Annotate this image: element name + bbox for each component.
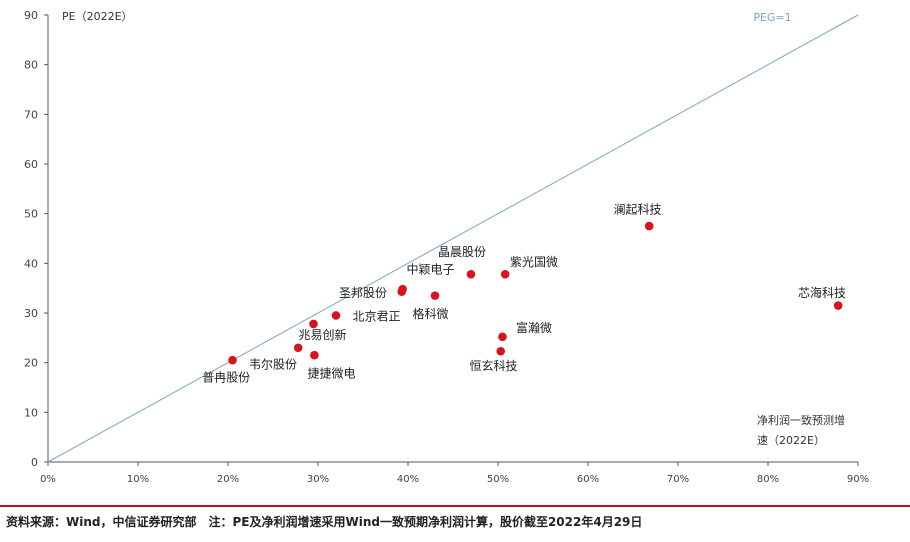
x-tick-label: 80% bbox=[757, 474, 779, 485]
y-tick-label: 10 bbox=[24, 406, 38, 419]
footer-divider bbox=[0, 505, 910, 507]
x-tick-label: 70% bbox=[667, 474, 689, 485]
point-label: 晶晨股份 bbox=[438, 245, 486, 259]
data-point bbox=[498, 332, 507, 342]
data-point bbox=[228, 355, 237, 365]
point-label: 圣邦股份 bbox=[339, 286, 387, 300]
y-tick-label: 90 bbox=[24, 9, 38, 22]
point-label: 富瀚微 bbox=[516, 320, 552, 335]
peg-reference-line bbox=[47, 14, 859, 463]
data-point bbox=[466, 269, 476, 279]
x-axis-title-line1: 净利润一致预测增 bbox=[757, 413, 845, 427]
data-point bbox=[293, 343, 303, 353]
data-point bbox=[496, 346, 506, 356]
y-tick-label: 0 bbox=[31, 456, 38, 469]
data-point bbox=[500, 269, 510, 279]
point-label: 紫光国微 bbox=[510, 255, 558, 269]
y-tick-label: 30 bbox=[24, 307, 38, 320]
point-label: 兆易创新 bbox=[298, 327, 346, 342]
x-tick-label: 20% bbox=[217, 474, 239, 485]
data-point bbox=[397, 287, 407, 296]
x-axis-title-line2: 速（2022E） bbox=[757, 434, 825, 447]
point-label: 澜起科技 bbox=[613, 203, 661, 217]
scatter-chart: 0 10 20 30 40 50 60 70 80 90 0% 10% 20% 30% 40% 50% 60% 7… bbox=[24, 9, 869, 485]
point-label: 中颖电子 bbox=[406, 261, 454, 276]
data-point bbox=[310, 350, 319, 360]
y-tick-label: 50 bbox=[24, 208, 38, 221]
point-label: 芯海科技 bbox=[798, 285, 846, 300]
point-label: 普冉股份 bbox=[202, 371, 250, 385]
x-tick-label: 40% bbox=[397, 474, 419, 485]
y-tick-label: 70 bbox=[24, 108, 38, 121]
footer-source-note: 资料来源：Wind，中信证券研究部 注：PE及净利润增速采用Wind一致预期净利… bbox=[6, 515, 643, 529]
y-axis-title: PE（2022E） bbox=[62, 10, 133, 23]
x-tick-label: 50% bbox=[487, 474, 509, 485]
x-tick-label: 0% bbox=[40, 474, 56, 485]
y-tick-label: 60 bbox=[24, 158, 38, 171]
data-point bbox=[331, 311, 341, 320]
y-tick-label: 40 bbox=[24, 257, 38, 270]
x-tick-label: 90% bbox=[847, 474, 869, 485]
peg-line-label: PEG=1 bbox=[753, 11, 791, 24]
point-label: 捷捷微电 bbox=[307, 367, 355, 381]
x-tick-label: 10% bbox=[127, 474, 149, 485]
point-label: 韦尔股份 bbox=[249, 357, 297, 372]
axes-group: 0 10 20 30 40 50 60 70 80 90 0% 10% 20% 30% 40% 50% 60% 7… bbox=[24, 9, 869, 485]
point-label: 恒玄科技 bbox=[469, 358, 517, 373]
y-tick-label: 20 bbox=[24, 357, 38, 370]
data-point bbox=[833, 301, 843, 310]
data-point bbox=[644, 221, 654, 231]
x-tick-label: 30% bbox=[307, 474, 329, 485]
points-group bbox=[228, 221, 843, 365]
peg-line-group bbox=[47, 14, 859, 463]
data-point bbox=[309, 319, 318, 329]
data-point bbox=[430, 291, 440, 300]
y-tick-label: 80 bbox=[24, 59, 38, 72]
x-tick-label: 60% bbox=[577, 474, 599, 485]
point-label: 格科微 bbox=[412, 306, 448, 321]
point-label: 北京君正 bbox=[352, 309, 400, 323]
